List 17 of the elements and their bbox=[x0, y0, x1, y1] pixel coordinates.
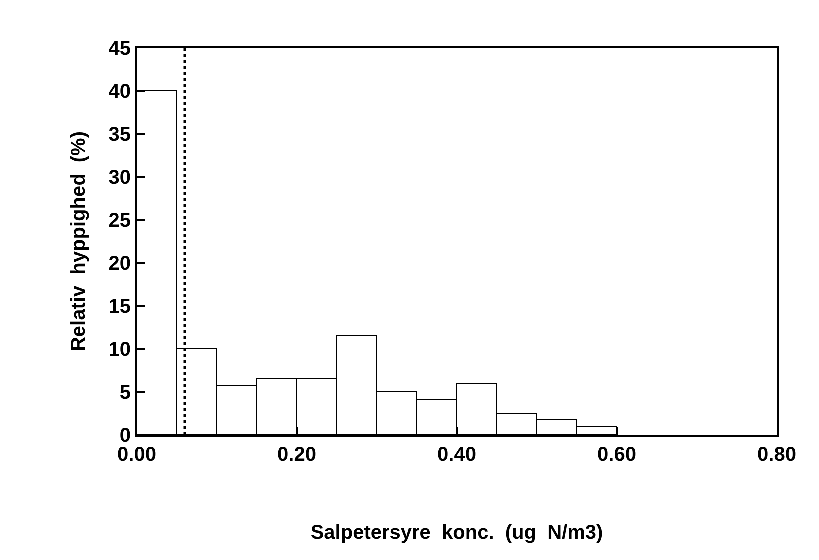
y-tick-label: 25 bbox=[108, 210, 131, 232]
x-tick-label: 0.00 bbox=[118, 444, 156, 466]
y-tick-label: 15 bbox=[108, 296, 131, 318]
y-tick-label: 30 bbox=[108, 167, 131, 189]
y-tick-label: 35 bbox=[108, 124, 131, 146]
y-tick-label: 0 bbox=[120, 425, 131, 447]
y-tick-label: 40 bbox=[108, 81, 131, 103]
y-tick-label: 45 bbox=[108, 38, 131, 60]
x-tick-label: 0.60 bbox=[598, 444, 636, 466]
x-tick-label: 0.40 bbox=[438, 444, 476, 466]
x-tick-label: 0.20 bbox=[278, 444, 316, 466]
y-tick-label: 5 bbox=[120, 382, 131, 404]
y-tick-label: 10 bbox=[108, 339, 131, 361]
y-tick-label: 20 bbox=[108, 253, 131, 275]
y-axis-title: Relativ hyppighed (%) bbox=[68, 131, 90, 352]
x-axis-title: Salpetersyre konc. (ug N/m3) bbox=[310, 522, 604, 544]
x-tick-label: 0.80 bbox=[758, 444, 796, 466]
